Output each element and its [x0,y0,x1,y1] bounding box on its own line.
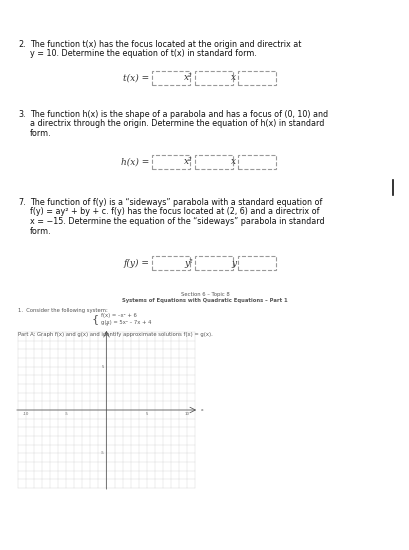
Text: g(x) = 5x² – 7x + 4: g(x) = 5x² – 7x + 4 [101,320,151,325]
Text: form.: form. [30,227,52,235]
Text: t(x) =: t(x) = [123,74,148,82]
Text: {: { [91,314,98,324]
Text: -5: -5 [101,452,104,455]
Text: x: x [200,408,203,412]
Text: Systems of Equations with Quadratic Equations – Part 1: Systems of Equations with Quadratic Equa… [122,298,287,303]
Text: x: x [230,74,236,82]
Text: The function t(x) has the focus located at the origin and directrix at: The function t(x) has the focus located … [30,40,301,49]
Bar [237,71,275,85]
Text: h(x) =: h(x) = [121,157,148,167]
Bar [152,155,189,169]
Text: 1.  Consider the following system:: 1. Consider the following system: [18,308,108,313]
Text: x: x [230,157,236,167]
Bar [237,155,275,169]
Text: f(y) =: f(y) = [123,258,148,267]
Text: y²: y² [184,258,193,267]
Text: x = −15. Determine the equation of the “sideways” parabola in standard: x = −15. Determine the equation of the “… [30,217,324,226]
Bar [195,256,232,270]
Text: 10: 10 [184,412,189,416]
Text: a directrix through the origin. Determine the equation of h(x) in standard: a directrix through the origin. Determin… [30,119,324,129]
Text: 5: 5 [145,412,148,416]
Text: x²: x² [184,157,193,167]
Bar [195,71,232,85]
Text: y = 10. Determine the equation of t(x) in standard form.: y = 10. Determine the equation of t(x) i… [30,50,256,58]
Text: 3.: 3. [18,110,25,119]
Bar [152,256,189,270]
Text: y: y [230,258,236,267]
Text: y: y [106,322,108,326]
Text: 7.: 7. [18,198,25,207]
Text: 2.: 2. [18,40,25,49]
Text: -5: -5 [64,412,68,416]
Text: Section 6 – Topic 8: Section 6 – Topic 8 [180,292,229,297]
Bar [195,155,232,169]
Text: Part A: Graph f(x) and g(x) and identify approximate solutions f(x) = g(x).: Part A: Graph f(x) and g(x) and identify… [18,332,212,337]
Text: The function h(x) is the shape of a parabola and has a focus of (0, 10) and: The function h(x) is the shape of a para… [30,110,327,119]
Text: The function of f(y) is a “sideways” parabola with a standard equation of: The function of f(y) is a “sideways” par… [30,198,321,207]
Bar [237,256,275,270]
Text: f(y) = ay² + by + c. f(y) has the focus located at (2, 6) and a directrix of: f(y) = ay² + by + c. f(y) has the focus … [30,207,319,217]
Text: f(x) = –x² + 6: f(x) = –x² + 6 [101,313,137,318]
Bar [152,71,189,85]
Text: x²: x² [184,74,193,82]
Text: 5: 5 [102,365,104,369]
Text: -10: -10 [23,412,29,416]
Text: form.: form. [30,129,52,138]
